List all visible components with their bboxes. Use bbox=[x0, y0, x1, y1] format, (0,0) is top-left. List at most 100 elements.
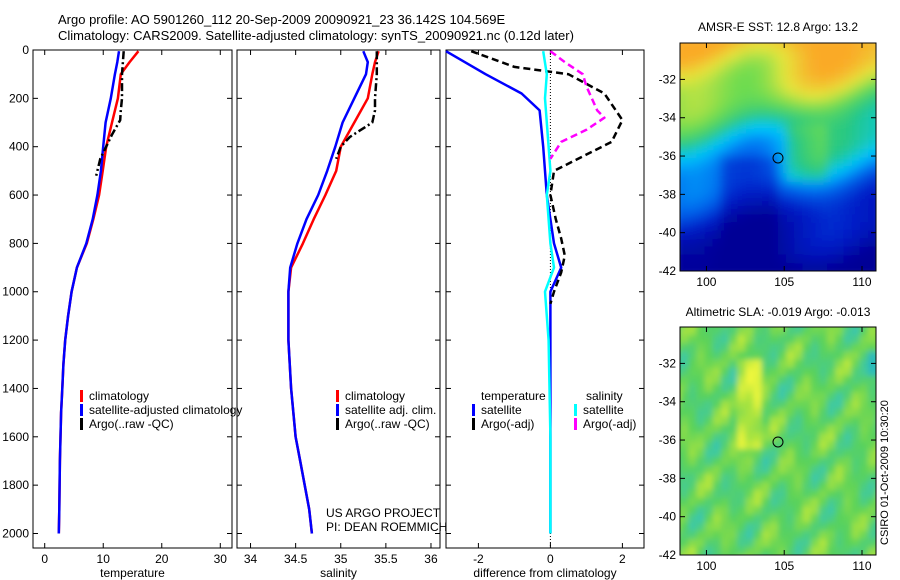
map-cell bbox=[794, 457, 804, 467]
map-cell bbox=[867, 124, 876, 134]
y-tick-label: -36 bbox=[659, 149, 677, 163]
map-cell bbox=[802, 132, 812, 142]
map-cell bbox=[810, 189, 820, 199]
float-position-marker bbox=[772, 436, 784, 448]
map-cell bbox=[794, 51, 804, 60]
map-cell bbox=[778, 254, 787, 264]
map-cell bbox=[835, 449, 844, 458]
map-cell bbox=[680, 173, 681, 183]
map-cell bbox=[720, 498, 730, 507]
map-cell bbox=[810, 441, 820, 450]
map-frame bbox=[679, 326, 877, 556]
map-cell bbox=[778, 100, 787, 109]
map-cell bbox=[688, 246, 697, 256]
map-cell bbox=[737, 140, 746, 150]
map-cell bbox=[704, 116, 714, 126]
map-cell bbox=[720, 416, 730, 426]
map-cell bbox=[810, 457, 820, 467]
map-cell bbox=[729, 432, 738, 442]
map-cell bbox=[737, 408, 746, 418]
map-cell bbox=[769, 59, 779, 69]
map-cell bbox=[851, 262, 861, 271]
map-cell bbox=[802, 375, 812, 385]
map-cell bbox=[769, 343, 779, 353]
figure-title-line-1: Argo profile: AO 5901260_112 20-Sep-2009… bbox=[58, 12, 506, 27]
map-cell bbox=[802, 514, 812, 524]
map-cell bbox=[794, 489, 804, 499]
map-cell bbox=[843, 457, 853, 467]
map-cell bbox=[712, 230, 722, 240]
map-cell bbox=[769, 222, 779, 231]
map-cell bbox=[810, 67, 820, 77]
map-cell bbox=[761, 43, 771, 44]
map-cell bbox=[712, 43, 722, 52]
map-cell bbox=[688, 43, 697, 44]
map-cell bbox=[843, 189, 853, 199]
map-cell bbox=[827, 441, 836, 450]
map-cell bbox=[835, 132, 844, 142]
map-cell bbox=[680, 343, 681, 353]
map-cell bbox=[802, 538, 812, 548]
map-cell bbox=[786, 538, 795, 548]
map-cell bbox=[802, 254, 812, 264]
map-cell bbox=[802, 59, 812, 69]
map-cell bbox=[769, 473, 779, 483]
map-cell bbox=[761, 91, 771, 101]
map-cell bbox=[786, 449, 795, 458]
x-tick-label: 34 bbox=[244, 552, 258, 566]
map-cell bbox=[745, 43, 755, 52]
x-tick-label: 110 bbox=[852, 559, 871, 573]
map-cell bbox=[859, 238, 869, 248]
map-cell bbox=[867, 100, 876, 109]
map-cell bbox=[729, 271, 738, 280]
map-cell bbox=[835, 538, 844, 548]
map-cell bbox=[696, 189, 706, 199]
map-cell bbox=[810, 473, 820, 483]
map-cell bbox=[720, 335, 730, 344]
map-cell bbox=[851, 254, 861, 264]
map-cell bbox=[704, 489, 714, 499]
map-cell bbox=[835, 498, 844, 507]
map-cell bbox=[794, 75, 804, 85]
map-cell bbox=[754, 271, 763, 280]
map-cell bbox=[704, 441, 714, 450]
map-cell bbox=[680, 43, 681, 52]
map-colour-field bbox=[680, 327, 876, 555]
map-cell bbox=[843, 327, 853, 328]
map-cell bbox=[761, 546, 771, 555]
map-cell bbox=[802, 522, 812, 532]
map-cell bbox=[851, 522, 861, 532]
map-cell bbox=[704, 246, 714, 256]
map-cell bbox=[688, 238, 697, 248]
y-tick-label: -38 bbox=[659, 187, 677, 201]
map-cell bbox=[818, 343, 828, 353]
map-cell bbox=[794, 165, 804, 174]
map-cell bbox=[867, 441, 876, 450]
map-cell bbox=[761, 67, 771, 77]
map-cell bbox=[810, 132, 820, 142]
map-cell bbox=[778, 67, 787, 77]
map-cell bbox=[802, 100, 812, 109]
map-cell bbox=[737, 498, 746, 507]
map-cell bbox=[696, 157, 706, 166]
map-cell bbox=[794, 254, 804, 264]
map-cell bbox=[761, 246, 771, 256]
map-cell bbox=[802, 457, 812, 467]
map-cell bbox=[810, 262, 820, 271]
map-cell bbox=[696, 367, 706, 377]
map-cell bbox=[769, 181, 779, 191]
map-cell bbox=[810, 538, 820, 548]
map-cell bbox=[680, 392, 689, 401]
map-cell bbox=[818, 246, 828, 256]
map-cell bbox=[753, 498, 763, 507]
map-cell bbox=[802, 400, 812, 410]
map-cell bbox=[786, 83, 795, 93]
map-cell bbox=[745, 91, 755, 101]
map-cell bbox=[737, 254, 746, 264]
map-cell bbox=[696, 498, 706, 507]
map-cell bbox=[859, 189, 869, 199]
map-cell bbox=[737, 189, 746, 199]
map-cell bbox=[827, 465, 836, 475]
x-tick-label: 100 bbox=[696, 559, 716, 573]
